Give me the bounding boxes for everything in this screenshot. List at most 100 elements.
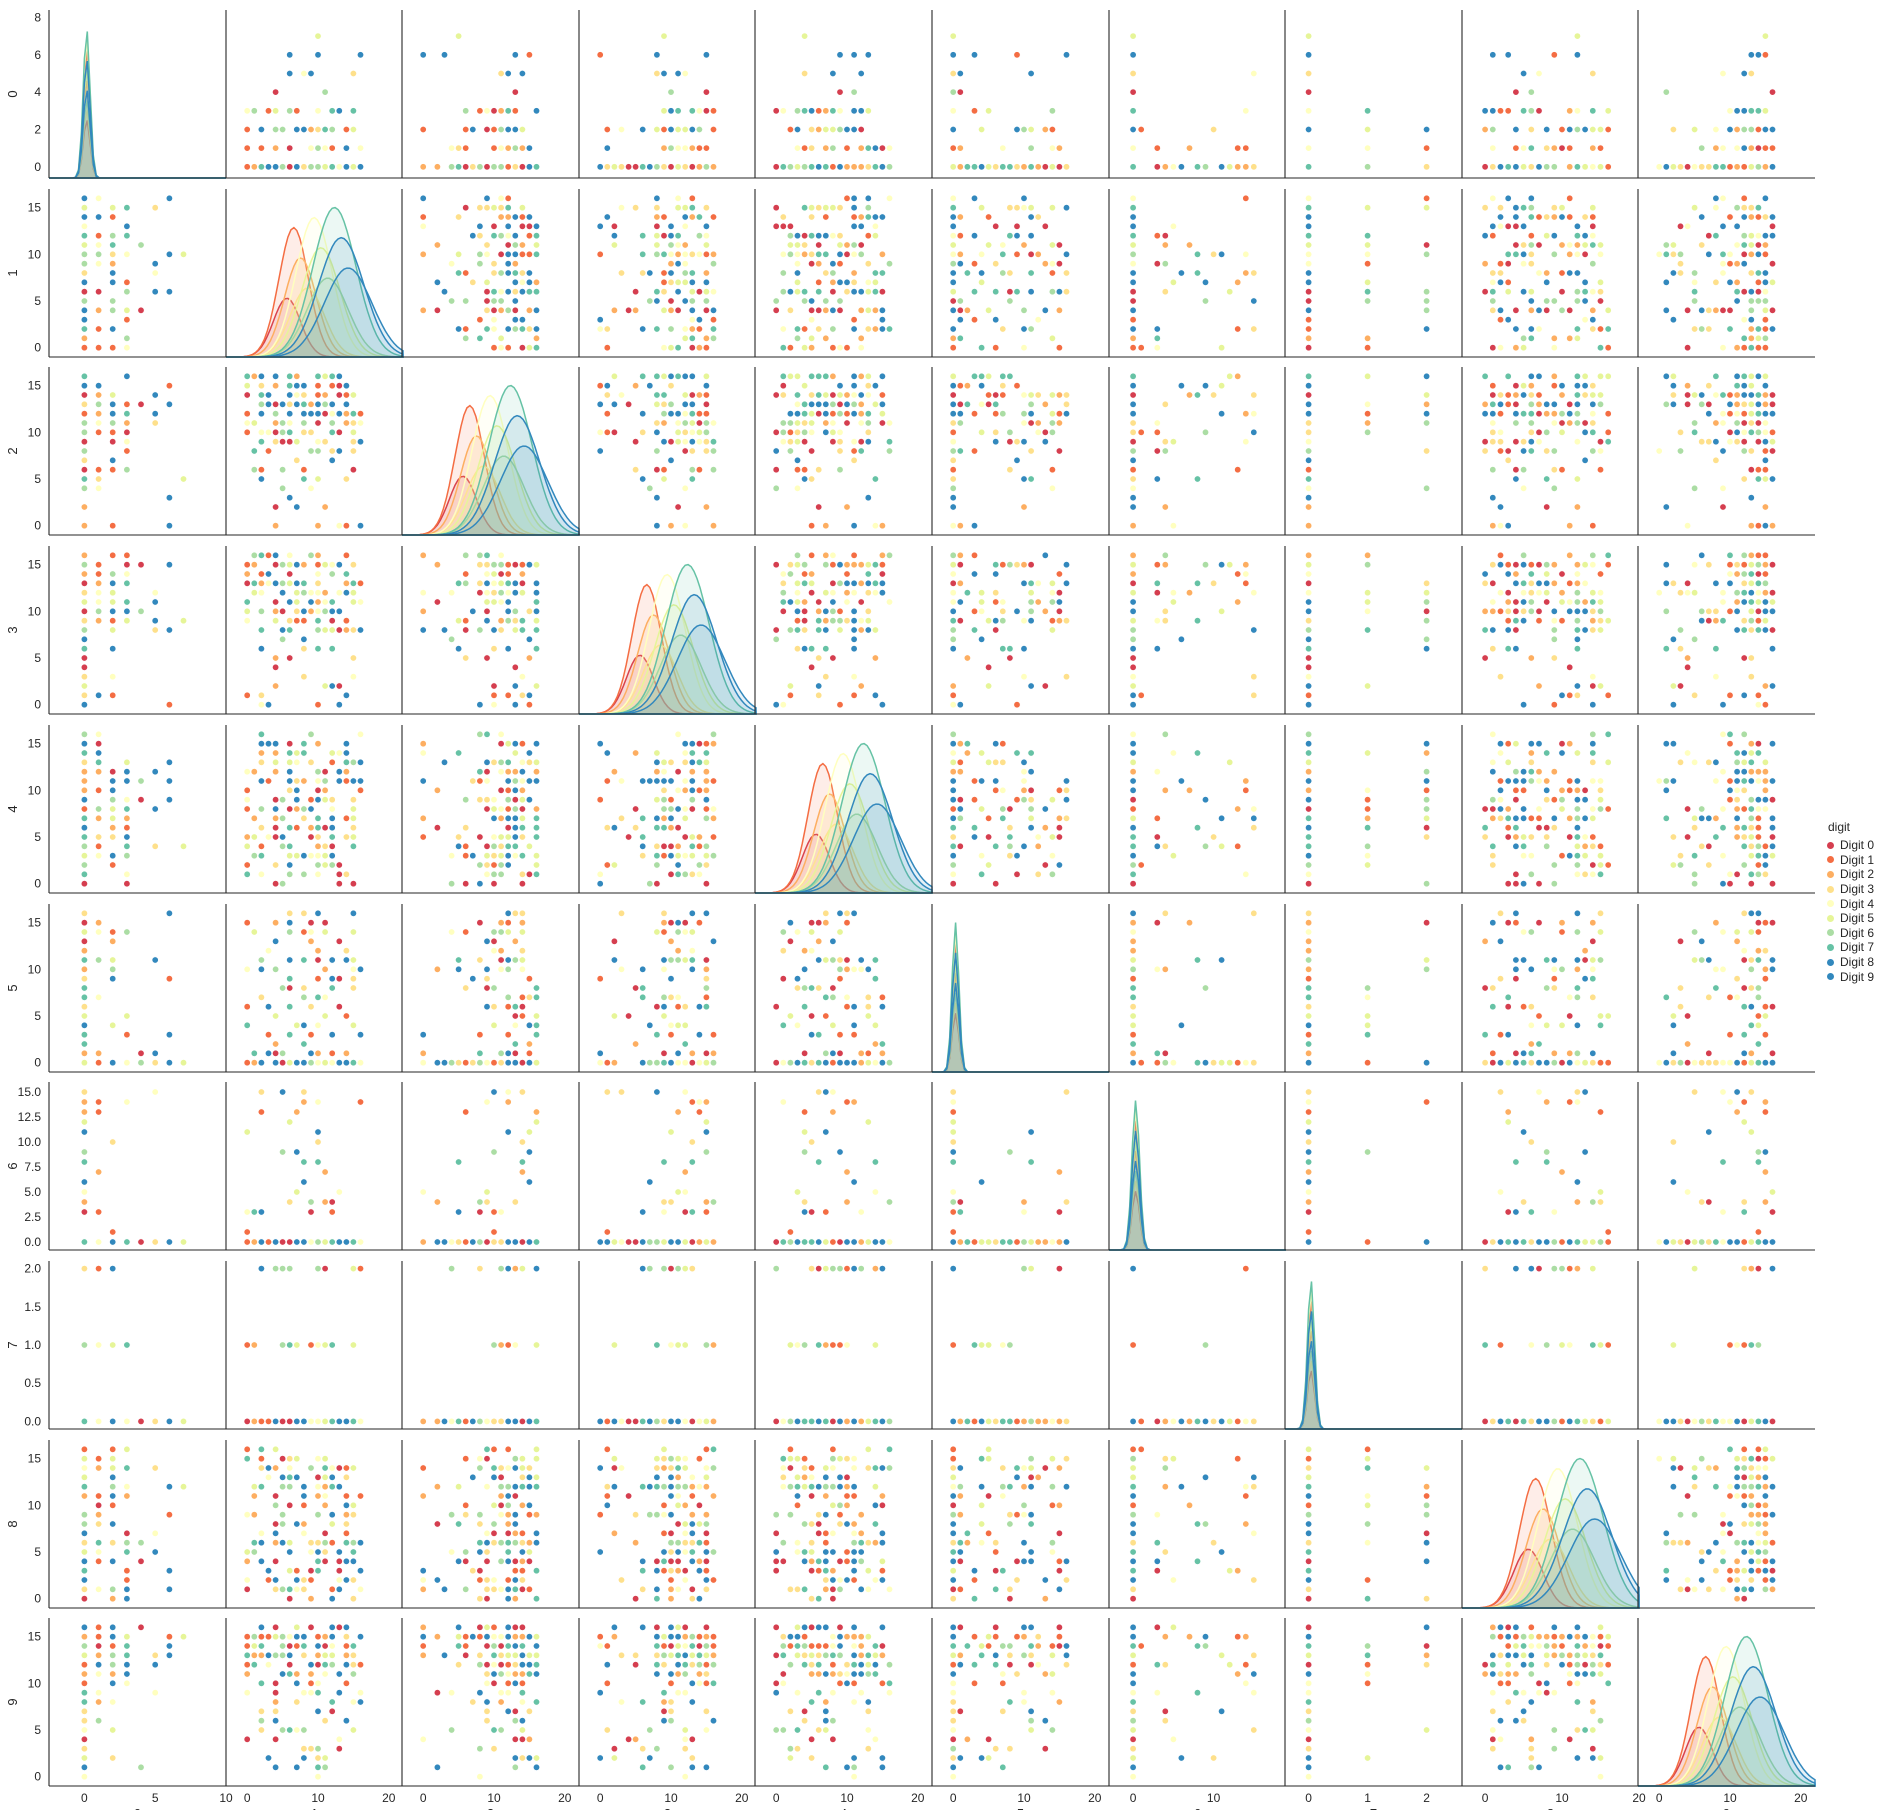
point [1669, 269, 1677, 277]
point [123, 316, 131, 324]
point [1761, 306, 1769, 314]
point [843, 419, 851, 427]
point [864, 419, 872, 427]
point [109, 306, 117, 314]
point [1747, 419, 1755, 427]
point [1161, 260, 1169, 268]
point [596, 51, 604, 59]
point [1747, 334, 1755, 342]
point [1597, 344, 1605, 352]
point [653, 51, 661, 59]
point [1712, 204, 1720, 212]
point [857, 438, 865, 446]
panel-2-5 [931, 367, 1109, 536]
point [328, 107, 336, 115]
point [836, 466, 844, 474]
point [1218, 250, 1226, 258]
point [779, 391, 787, 399]
point [660, 419, 668, 427]
panel-2-6 [1108, 367, 1286, 536]
point [300, 589, 308, 597]
point [356, 144, 364, 152]
point [786, 163, 794, 171]
point [497, 269, 505, 277]
point [1027, 325, 1035, 333]
point [123, 419, 131, 427]
point [829, 410, 837, 418]
point [992, 428, 1000, 436]
point [80, 278, 88, 286]
point [1481, 260, 1489, 268]
point [151, 269, 159, 277]
point [1754, 419, 1762, 427]
point [504, 107, 512, 115]
point [1573, 334, 1581, 342]
point [653, 213, 661, 221]
point [1589, 316, 1597, 324]
point [1684, 163, 1692, 171]
point [1161, 288, 1169, 296]
point [674, 204, 682, 212]
point [992, 391, 1000, 399]
point [808, 213, 816, 221]
point [688, 107, 696, 115]
point [1527, 372, 1535, 380]
point [525, 278, 533, 286]
point [1250, 410, 1258, 418]
point [978, 428, 986, 436]
point [674, 107, 682, 115]
point [793, 269, 801, 277]
point [1691, 428, 1699, 436]
point [1497, 503, 1505, 511]
point [617, 391, 625, 399]
point [1489, 288, 1497, 296]
point [808, 232, 816, 240]
point [667, 232, 675, 240]
point [1761, 241, 1769, 249]
point [349, 163, 357, 171]
point [1581, 391, 1589, 399]
point [850, 372, 858, 380]
point [165, 382, 173, 390]
point [342, 163, 350, 171]
y-tick-label: 2 [34, 123, 41, 137]
point [801, 144, 809, 152]
point [885, 447, 893, 455]
point [674, 344, 682, 352]
point [836, 126, 844, 134]
point [779, 325, 787, 333]
point [688, 438, 696, 446]
point [1698, 241, 1706, 249]
point [1048, 466, 1056, 474]
point [1740, 428, 1748, 436]
point [815, 232, 823, 240]
point [1423, 325, 1431, 333]
point [279, 635, 287, 643]
point [688, 391, 696, 399]
point [1364, 400, 1372, 408]
point [1161, 400, 1169, 408]
point [1769, 88, 1777, 96]
point [660, 250, 668, 258]
point [709, 325, 717, 333]
point [632, 204, 640, 212]
point [1013, 222, 1021, 230]
point [681, 410, 689, 418]
point [490, 163, 498, 171]
point [653, 70, 661, 78]
point [95, 382, 103, 390]
point [978, 382, 986, 390]
point [1153, 344, 1161, 352]
point [702, 88, 710, 96]
point [1769, 410, 1777, 418]
point [864, 213, 872, 221]
point [1597, 126, 1605, 134]
point [95, 579, 103, 587]
point [1048, 428, 1056, 436]
point [822, 306, 830, 314]
point [878, 269, 886, 277]
point [850, 213, 858, 221]
point [455, 250, 463, 258]
point [681, 522, 689, 530]
point [1550, 163, 1558, 171]
